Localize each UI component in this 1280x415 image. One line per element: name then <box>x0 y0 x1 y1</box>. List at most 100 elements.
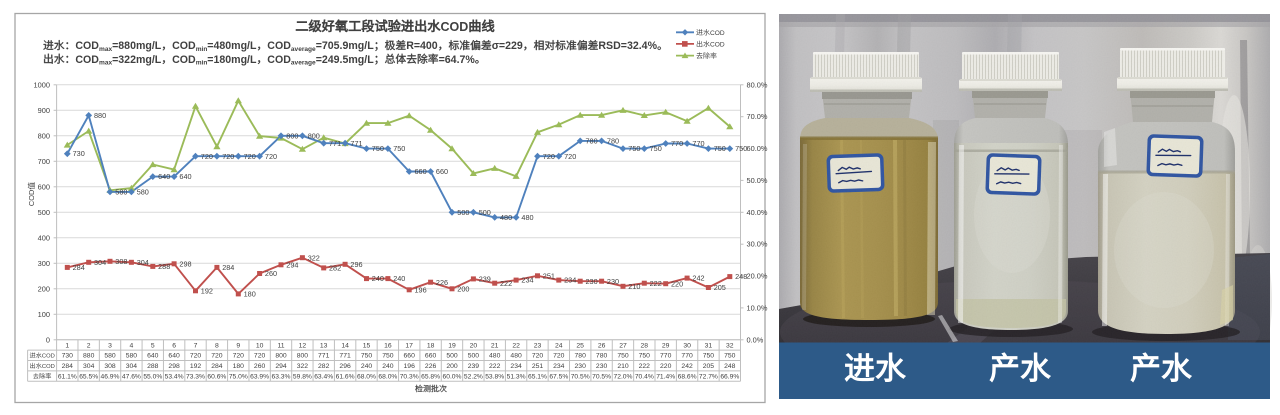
svg-text:750: 750 <box>714 144 726 153</box>
svg-text:180: 180 <box>233 363 245 370</box>
svg-text:296: 296 <box>339 363 351 370</box>
svg-text:12: 12 <box>299 342 307 349</box>
svg-text:750: 750 <box>361 353 373 360</box>
svg-text:3: 3 <box>108 342 112 349</box>
svg-text:16: 16 <box>384 342 392 349</box>
svg-text:5: 5 <box>151 342 155 349</box>
svg-text:11: 11 <box>277 342 284 349</box>
svg-text:294: 294 <box>286 260 298 269</box>
svg-text:580: 580 <box>104 353 116 360</box>
svg-text:46.9%: 46.9% <box>101 373 120 380</box>
svg-text:26: 26 <box>598 342 606 349</box>
svg-text:=249.5mg/L: =249.5mg/L <box>316 54 375 66</box>
svg-text:260: 260 <box>265 269 277 278</box>
svg-text:800: 800 <box>275 353 287 360</box>
svg-text:288: 288 <box>147 363 159 370</box>
svg-text:COD: COD <box>75 40 99 52</box>
svg-text:0.0%: 0.0% <box>747 335 764 344</box>
svg-text:210: 210 <box>617 363 629 370</box>
svg-text:18: 18 <box>427 342 435 349</box>
svg-text:240: 240 <box>372 274 384 283</box>
svg-text:298: 298 <box>179 259 191 268</box>
svg-text:average: average <box>291 60 316 67</box>
svg-text:53.8%: 53.8% <box>485 373 504 380</box>
svg-text:220: 220 <box>660 363 672 370</box>
svg-text:770: 770 <box>671 139 683 148</box>
svg-text:59.8%: 59.8% <box>293 373 312 380</box>
svg-text:308: 308 <box>115 257 127 266</box>
svg-text:COD: COD <box>42 364 55 370</box>
svg-text:10.0%: 10.0% <box>747 303 768 312</box>
svg-text:750: 750 <box>628 144 640 153</box>
svg-text:200: 200 <box>446 363 458 370</box>
svg-text:63.9%: 63.9% <box>250 373 269 380</box>
svg-text:750: 750 <box>650 144 662 153</box>
svg-text:68.6%: 68.6% <box>678 373 697 380</box>
svg-text:660: 660 <box>404 353 416 360</box>
svg-text:308: 308 <box>104 363 116 370</box>
svg-text:700: 700 <box>38 157 50 166</box>
svg-text:770: 770 <box>660 353 672 360</box>
svg-text:73.3%: 73.3% <box>186 373 205 380</box>
svg-text:32: 32 <box>726 342 734 349</box>
svg-text:8: 8 <box>215 342 219 349</box>
svg-text:65.5%: 65.5% <box>79 373 98 380</box>
svg-text:284: 284 <box>222 263 234 272</box>
svg-text:4: 4 <box>130 342 134 349</box>
svg-text:750: 750 <box>617 353 629 360</box>
svg-text:60.0%: 60.0% <box>747 144 768 153</box>
svg-text:21: 21 <box>491 342 499 349</box>
svg-text:480: 480 <box>521 213 533 222</box>
svg-text:68.0%: 68.0% <box>357 373 376 380</box>
svg-text:30: 30 <box>683 342 691 349</box>
svg-text:500: 500 <box>38 208 50 217</box>
svg-text:222: 222 <box>489 363 501 370</box>
svg-text:7: 7 <box>194 342 198 349</box>
svg-text:304: 304 <box>94 258 106 267</box>
svg-text:17: 17 <box>405 342 413 349</box>
svg-text:640: 640 <box>147 353 159 360</box>
svg-text:70.3%: 70.3% <box>400 373 419 380</box>
svg-text:222: 222 <box>650 279 662 288</box>
svg-text:53.4%: 53.4% <box>165 373 184 380</box>
svg-text:720: 720 <box>532 353 544 360</box>
svg-text:=64.7%: =64.7% <box>439 54 476 66</box>
svg-text:2: 2 <box>87 342 91 349</box>
svg-text:63.3%: 63.3% <box>272 373 291 380</box>
svg-text:750: 750 <box>724 353 736 360</box>
svg-text:200: 200 <box>38 284 50 293</box>
svg-text:67.5%: 67.5% <box>549 373 568 380</box>
svg-text:260: 260 <box>254 363 266 370</box>
svg-text:15: 15 <box>363 342 371 349</box>
svg-text:COD: COD <box>172 54 196 66</box>
svg-text:660: 660 <box>425 353 437 360</box>
svg-text:230: 230 <box>575 363 587 370</box>
svg-text:70.4%: 70.4% <box>635 373 654 380</box>
svg-text:205: 205 <box>703 363 715 370</box>
svg-text:770: 770 <box>692 139 704 148</box>
svg-text:750: 750 <box>735 144 747 153</box>
svg-text:30.0%: 30.0% <box>747 240 768 249</box>
svg-text:234: 234 <box>510 363 522 370</box>
svg-text:800: 800 <box>308 131 320 140</box>
svg-text:720: 720 <box>265 152 277 161</box>
svg-text:192: 192 <box>201 286 213 295</box>
svg-text:750: 750 <box>382 353 394 360</box>
svg-text:196: 196 <box>404 363 416 370</box>
svg-text:248: 248 <box>735 272 747 281</box>
svg-text:239: 239 <box>468 363 480 370</box>
svg-text:298: 298 <box>168 363 180 370</box>
svg-text:296: 296 <box>350 260 362 269</box>
svg-text:771: 771 <box>339 353 351 360</box>
svg-text:771: 771 <box>350 139 362 148</box>
svg-text:500: 500 <box>479 208 491 217</box>
svg-text:23: 23 <box>534 342 542 349</box>
svg-text:=180mg/L: =180mg/L <box>207 54 257 66</box>
svg-text:min: min <box>196 46 208 53</box>
svg-text:720: 720 <box>553 353 565 360</box>
svg-text:304: 304 <box>126 363 138 370</box>
svg-text:80.0%: 80.0% <box>747 80 768 89</box>
svg-text:730: 730 <box>62 353 74 360</box>
svg-text:66.9%: 66.9% <box>720 373 739 380</box>
svg-text:240: 240 <box>361 363 373 370</box>
